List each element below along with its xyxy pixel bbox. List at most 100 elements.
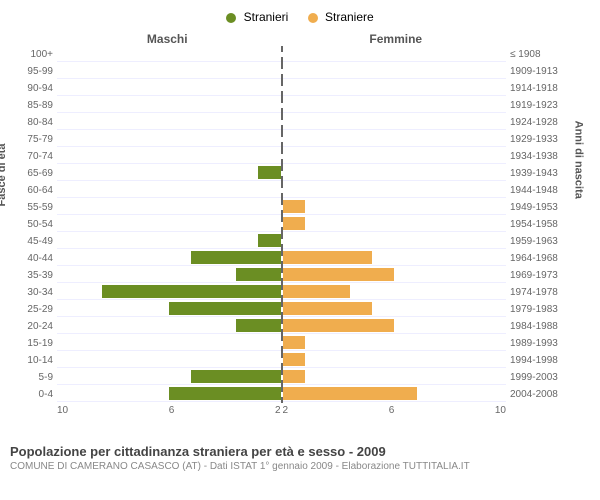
- axis-left: 1062: [57, 405, 281, 417]
- bar-zone-male: [57, 336, 281, 351]
- axis-right: 2610: [283, 405, 507, 417]
- bar-female: [283, 353, 305, 366]
- age-label: 10-14: [10, 355, 57, 366]
- legend-label-female: Straniere: [325, 10, 374, 24]
- chart-rows: 100+≤ 190895-991909-191390-941914-191885…: [10, 46, 570, 403]
- bar-zone-male: [57, 166, 281, 181]
- year-label: 1979-1983: [506, 304, 570, 315]
- year-label: 1964-1968: [506, 253, 570, 264]
- year-label: 1974-1978: [506, 287, 570, 298]
- chart-row: 0-4 2004-2008: [10, 386, 570, 403]
- chart-row: 45-491959-1963: [10, 233, 570, 250]
- year-label: 1969-1973: [506, 270, 570, 281]
- chart-row: 90-941914-1918: [10, 80, 570, 97]
- bar-zone-female: [283, 217, 507, 232]
- bar-female: [283, 370, 305, 383]
- chart-row: 95-991909-1913: [10, 63, 570, 80]
- age-label: 60-64: [10, 185, 57, 196]
- bar-zone-female: [283, 132, 507, 147]
- bar-male: [102, 285, 281, 298]
- year-label: 1914-1918: [506, 83, 570, 94]
- chart-row: 50-541954-1958: [10, 216, 570, 233]
- chart-row: 25-291979-1983: [10, 301, 570, 318]
- bar-zone-female: [283, 115, 507, 130]
- bar-zone-female: [283, 64, 507, 79]
- bar-zone-female: [283, 387, 507, 402]
- bar-zone-male: [57, 285, 281, 300]
- chart-row: 65-691939-1943: [10, 165, 570, 182]
- bar-zone-male: [57, 217, 281, 232]
- age-label: 95-99: [10, 66, 57, 77]
- x-axis: 10 6 2 2610: [10, 405, 570, 417]
- chart-row: 5-9 1999-2003: [10, 369, 570, 386]
- bar-zone-male: [57, 370, 281, 385]
- bar-zone-male: [57, 302, 281, 317]
- bar-female: [283, 217, 305, 230]
- y-axis-label-right: Anni di nascita: [572, 121, 584, 199]
- bar-male: [236, 268, 281, 281]
- axis-tick: 6: [169, 405, 175, 417]
- bar-zone-female: [283, 353, 507, 368]
- year-label: 1939-1943: [506, 168, 570, 179]
- year-label: 1989-1993: [506, 338, 570, 349]
- chart-row: 35-39 1969-1973: [10, 267, 570, 284]
- bar-zone-female: [283, 251, 507, 266]
- chart-row: 100+≤ 1908: [10, 46, 570, 63]
- chart-row: 70-74 1934-1938: [10, 148, 570, 165]
- axis-tick: 2: [283, 405, 289, 417]
- bar-zone-female: [283, 268, 507, 283]
- legend-female: Straniere: [308, 10, 374, 24]
- year-label: 2004-2008: [506, 389, 570, 400]
- year-label: 1934-1938: [506, 151, 570, 162]
- bar-zone-female: [283, 81, 507, 96]
- bar-zone-female: [283, 98, 507, 113]
- bar-female: [283, 302, 372, 315]
- bar-zone-male: [57, 387, 281, 402]
- chart-row: 55-591949-1953: [10, 199, 570, 216]
- legend-male: Stranieri: [226, 10, 288, 24]
- bar-male: [191, 370, 280, 383]
- bar-female: [283, 319, 395, 332]
- bar-zone-female: [283, 200, 507, 215]
- bar-female: [283, 200, 305, 213]
- year-label: 1994-1998: [506, 355, 570, 366]
- axis-tick: 10: [495, 405, 506, 417]
- bar-zone-male: [57, 353, 281, 368]
- bar-zone-male: [57, 47, 281, 62]
- bar-zone-male: [57, 268, 281, 283]
- age-label: 100+: [10, 49, 57, 60]
- age-label: 70-74: [10, 151, 57, 162]
- bar-zone-female: [283, 166, 507, 181]
- bar-female: [283, 387, 417, 400]
- chart-row: 20-241984-1988: [10, 318, 570, 335]
- chart-row: 80-841924-1928: [10, 114, 570, 131]
- age-label: 5-9: [10, 372, 57, 383]
- bar-zone-female: [283, 370, 507, 385]
- year-label: 1919-1923: [506, 100, 570, 111]
- bar-male: [169, 387, 281, 400]
- chart-subtitle: COMUNE DI CAMERANO CASASCO (AT) - Dati I…: [10, 461, 590, 472]
- chart-row: 40-441964-1968: [10, 250, 570, 267]
- bar-zone-female: [283, 319, 507, 334]
- chart-headers: Maschi Femmine: [10, 32, 570, 46]
- year-label: 1959-1963: [506, 236, 570, 247]
- legend: Stranieri Straniere: [10, 10, 590, 24]
- legend-dot-female: [308, 13, 318, 23]
- year-label: 1954-1958: [506, 219, 570, 230]
- bar-male: [191, 251, 280, 264]
- age-label: 20-24: [10, 321, 57, 332]
- axis-tick: 10: [57, 405, 68, 417]
- age-label: 35-39: [10, 270, 57, 281]
- age-label: 55-59: [10, 202, 57, 213]
- bar-male: [169, 302, 281, 315]
- age-label: 0-4: [10, 389, 57, 400]
- chart-row: 15-191989-1993: [10, 335, 570, 352]
- year-label: 1999-2003: [506, 372, 570, 383]
- age-label: 80-84: [10, 117, 57, 128]
- bar-zone-male: [57, 115, 281, 130]
- bar-zone-male: [57, 132, 281, 147]
- bar-zone-female: [283, 285, 507, 300]
- bar-zone-male: [57, 319, 281, 334]
- bar-zone-female: [283, 234, 507, 249]
- bar-zone-male: [57, 200, 281, 215]
